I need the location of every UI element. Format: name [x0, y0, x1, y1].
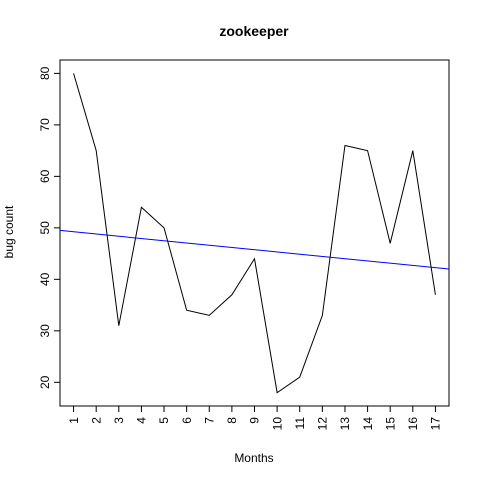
- plot-frame: [60, 60, 449, 406]
- x-tick-label: 1: [67, 417, 81, 424]
- chart-title: zookeeper: [219, 23, 289, 39]
- x-tick-label: 14: [361, 417, 375, 431]
- x-tick-label: 8: [225, 417, 239, 424]
- x-tick-label: 11: [293, 417, 307, 430]
- x-tick-label: 16: [406, 417, 420, 431]
- y-tick-label: 80: [38, 66, 52, 80]
- x-tick-label: 4: [135, 417, 149, 424]
- x-tick-label: 15: [383, 417, 397, 431]
- y-axis: 20 30 40 50 60 70 80: [38, 66, 60, 389]
- x-axis: 1 2 3 4 5 6 7 8 9 10 11 12 13 14 15 16 17: [67, 406, 443, 430]
- x-tick-label: 7: [202, 417, 216, 424]
- x-tick-label: 17: [429, 417, 443, 431]
- series-layer: [74, 73, 436, 392]
- x-tick-label: 10: [270, 417, 284, 431]
- y-tick-label: 60: [38, 169, 52, 183]
- x-tick-label: 5: [157, 417, 171, 424]
- x-tick-label: 12: [316, 417, 330, 431]
- y-axis-label: bug count: [2, 205, 16, 258]
- x-tick-label: 2: [89, 417, 103, 424]
- x-tick-label: 13: [338, 417, 352, 431]
- trend-layer: [60, 230, 449, 269]
- x-tick-label: 3: [112, 417, 126, 424]
- x-tick-label: 6: [180, 417, 194, 424]
- trend-line: [60, 230, 449, 269]
- x-tick-label: 9: [248, 417, 262, 424]
- y-tick-label: 30: [38, 324, 52, 338]
- y-tick-label: 70: [38, 118, 52, 132]
- y-tick-label: 40: [38, 272, 52, 286]
- series-line: [74, 73, 436, 392]
- y-tick-label: 20: [38, 375, 52, 389]
- y-tick-label: 50: [38, 221, 52, 235]
- x-axis-label: Months: [234, 451, 273, 465]
